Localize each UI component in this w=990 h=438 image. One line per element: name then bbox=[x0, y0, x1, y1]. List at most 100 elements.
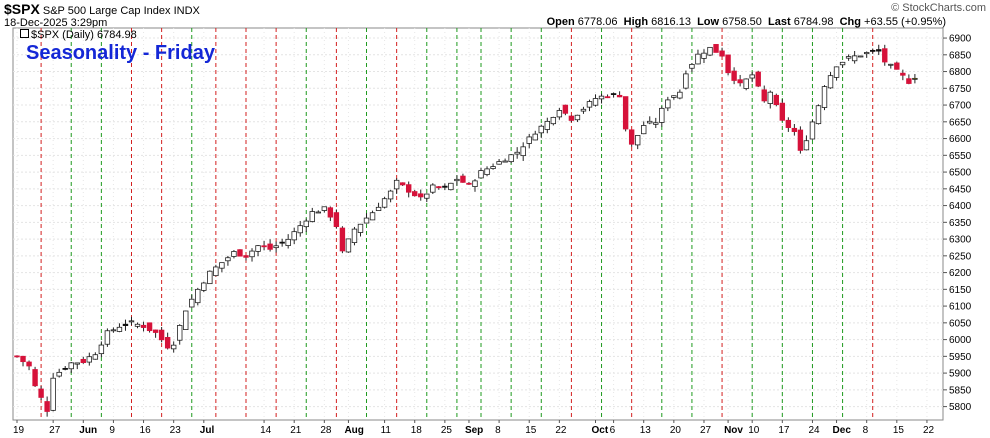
x-tick-label: 16 bbox=[140, 425, 152, 436]
y-tick-label: 6900 bbox=[949, 34, 972, 45]
candle-body bbox=[357, 223, 364, 233]
x-tick-label: 13 bbox=[640, 425, 652, 436]
y-tick-label: 6300 bbox=[949, 235, 972, 246]
candle-body bbox=[532, 133, 538, 141]
candle-body bbox=[707, 46, 713, 56]
candle-body bbox=[472, 180, 478, 187]
candle-body bbox=[665, 99, 671, 109]
candle-body bbox=[520, 146, 526, 157]
candle-body bbox=[436, 186, 442, 189]
candle-body bbox=[303, 220, 309, 228]
candle-body bbox=[381, 198, 388, 208]
candle-body bbox=[309, 211, 315, 222]
y-tick-label: 6150 bbox=[949, 285, 972, 296]
y-tick-label: 6350 bbox=[949, 218, 972, 229]
chg-value: +63.55 (+0.95%) bbox=[864, 16, 946, 28]
candle-body bbox=[641, 125, 647, 135]
candle-body bbox=[387, 190, 394, 200]
y-tick-label: 5800 bbox=[949, 402, 972, 413]
candle-body bbox=[894, 62, 900, 70]
candle-body bbox=[80, 358, 86, 363]
candle-body bbox=[418, 193, 424, 198]
candle-body bbox=[592, 98, 599, 106]
candle-body bbox=[116, 326, 123, 332]
x-tick-label: 17 bbox=[778, 425, 790, 436]
candle-body bbox=[122, 323, 129, 326]
candle-body bbox=[327, 207, 334, 218]
candle-body bbox=[267, 243, 273, 250]
candle-body bbox=[827, 75, 834, 89]
candle-body bbox=[213, 266, 219, 277]
candle-body bbox=[803, 140, 810, 151]
y-tick-label: 6100 bbox=[949, 302, 972, 313]
candle-body bbox=[586, 101, 593, 108]
y-tick-label: 6600 bbox=[949, 134, 972, 145]
candle-body bbox=[863, 52, 870, 55]
candle-body bbox=[622, 96, 629, 130]
y-tick-label: 6500 bbox=[949, 168, 972, 179]
high-label: High bbox=[623, 16, 649, 28]
y-tick-label: 6200 bbox=[949, 268, 972, 279]
legend-swatch bbox=[20, 29, 29, 38]
candle-body bbox=[659, 107, 665, 123]
candle-body bbox=[430, 184, 436, 193]
candle-body bbox=[460, 175, 466, 183]
candle-body bbox=[412, 191, 418, 197]
last-value: 6784.98 bbox=[793, 16, 834, 28]
candle-body bbox=[207, 270, 213, 285]
candle-body bbox=[514, 151, 520, 155]
y-tick-label: 6700 bbox=[949, 101, 972, 112]
candle-body bbox=[574, 114, 581, 121]
plot-area bbox=[12, 27, 944, 421]
y-tick-label: 5950 bbox=[949, 352, 972, 363]
candle-body bbox=[140, 324, 147, 328]
candle-body bbox=[110, 329, 117, 332]
candle-body bbox=[671, 95, 677, 98]
candle-body bbox=[44, 401, 50, 412]
candle-body bbox=[20, 355, 26, 363]
x-tick-label: 19 bbox=[13, 425, 25, 436]
candle-body bbox=[815, 105, 822, 125]
y-tick-label: 5900 bbox=[949, 369, 972, 380]
x-tick-label: 9 bbox=[109, 425, 115, 436]
x-tick-label: Aug bbox=[344, 425, 363, 436]
low-label: Low bbox=[697, 16, 720, 28]
candle-body bbox=[749, 74, 755, 79]
candle-body bbox=[164, 337, 171, 349]
candle-body bbox=[183, 310, 189, 330]
candle-body bbox=[393, 179, 400, 190]
x-tick-label: Jun bbox=[79, 425, 97, 436]
candle-body bbox=[484, 168, 490, 175]
candle-body bbox=[653, 122, 659, 125]
candle-body bbox=[580, 108, 587, 112]
candle-body bbox=[882, 48, 888, 63]
candle-body bbox=[496, 161, 502, 165]
exchange: INDX bbox=[173, 5, 200, 17]
open-value: 6778.06 bbox=[577, 16, 618, 28]
candle-body bbox=[56, 371, 62, 377]
candle-body bbox=[134, 323, 141, 327]
candle-body bbox=[713, 44, 719, 53]
candle-body bbox=[448, 182, 454, 191]
x-tick-label: 27 bbox=[700, 425, 712, 436]
x-tick-label: 22 bbox=[923, 425, 935, 436]
x-tick-label: 22 bbox=[555, 425, 567, 436]
candle-body bbox=[189, 298, 195, 308]
symbol-name: S&P 500 Large Cap Index bbox=[42, 5, 171, 17]
candle-body bbox=[876, 49, 882, 52]
candle-body bbox=[249, 250, 255, 258]
candle-body bbox=[490, 166, 496, 169]
candle-body bbox=[538, 125, 544, 134]
candle-body bbox=[273, 245, 279, 249]
candle-body bbox=[351, 228, 358, 243]
candle-body bbox=[888, 63, 894, 66]
candle-body bbox=[32, 369, 38, 387]
candle-body bbox=[74, 362, 80, 365]
candle-body bbox=[297, 225, 303, 234]
candle-body bbox=[405, 184, 412, 193]
watermark: © StockCharts.com bbox=[891, 2, 986, 14]
candle-body bbox=[201, 282, 207, 291]
x-tick-label: 8 bbox=[495, 425, 501, 436]
x-tick-label: Nov bbox=[724, 425, 743, 436]
